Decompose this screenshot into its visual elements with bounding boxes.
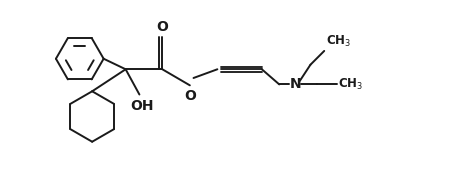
Text: N: N <box>289 77 301 91</box>
Text: O: O <box>184 89 196 103</box>
Text: OH: OH <box>130 99 153 113</box>
Text: O: O <box>157 19 169 33</box>
Text: CH$_3$: CH$_3$ <box>326 34 351 49</box>
Text: CH$_3$: CH$_3$ <box>338 77 364 92</box>
